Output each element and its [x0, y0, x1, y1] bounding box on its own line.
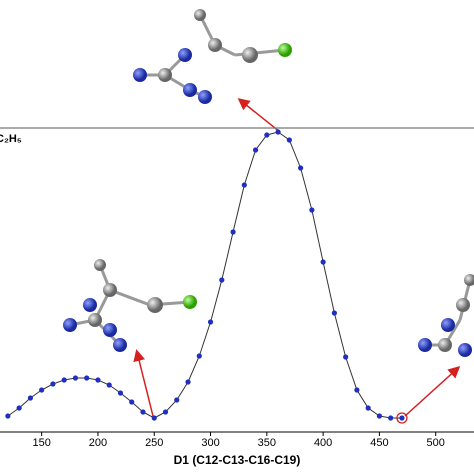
highlight-ring — [396, 412, 408, 424]
data-point — [50, 381, 56, 387]
data-point — [320, 259, 326, 265]
arrow — [404, 365, 461, 417]
data-point — [39, 387, 45, 393]
arrow — [237, 98, 281, 133]
data-point — [376, 413, 383, 419]
molecule-right — [418, 274, 474, 357]
data-point — [129, 399, 135, 405]
data-point — [174, 397, 180, 403]
data-point — [309, 207, 315, 213]
data-point — [72, 375, 79, 381]
data-point — [84, 375, 90, 381]
data-point — [5, 413, 11, 419]
arrow — [133, 349, 154, 417]
data-point — [298, 165, 304, 171]
data-point — [196, 353, 202, 359]
data-point — [106, 382, 112, 388]
x-tick-label: 250 — [145, 437, 163, 449]
data-point — [241, 182, 247, 188]
data-point — [207, 319, 214, 325]
x-tick-label: 400 — [314, 437, 332, 449]
data-point — [343, 354, 349, 360]
data-point — [275, 129, 281, 135]
data-point — [365, 405, 371, 411]
data-point — [27, 395, 33, 401]
molecule-middle — [63, 259, 197, 352]
annotation: C₂H₅ — [0, 133, 22, 145]
molecule-top — [133, 9, 292, 104]
x-tick-label: 350 — [258, 437, 276, 449]
x-tick-label: 150 — [32, 437, 50, 449]
data-point — [252, 147, 259, 153]
data-point — [399, 415, 405, 421]
data-point — [264, 132, 270, 138]
x-axis-label: D1 (C12-C13-C16-C19) — [174, 453, 301, 467]
x-tick-label: 450 — [370, 437, 388, 449]
data-point — [388, 415, 394, 421]
data-point — [61, 377, 67, 383]
data-point — [286, 137, 292, 143]
x-tick-label: 200 — [89, 437, 107, 449]
data-point — [230, 229, 236, 235]
data-point — [140, 409, 146, 415]
data-point — [219, 277, 225, 283]
x-tick-label: 300 — [201, 437, 219, 449]
data-point — [151, 415, 157, 421]
data-point — [117, 390, 124, 396]
data-point — [162, 409, 169, 415]
data-point — [16, 405, 22, 411]
data-point — [185, 379, 191, 385]
data-point — [331, 310, 337, 316]
data-point — [95, 377, 101, 383]
series-line — [7, 131, 402, 419]
x-tick-label: 500 — [427, 437, 445, 449]
data-point — [354, 387, 360, 393]
